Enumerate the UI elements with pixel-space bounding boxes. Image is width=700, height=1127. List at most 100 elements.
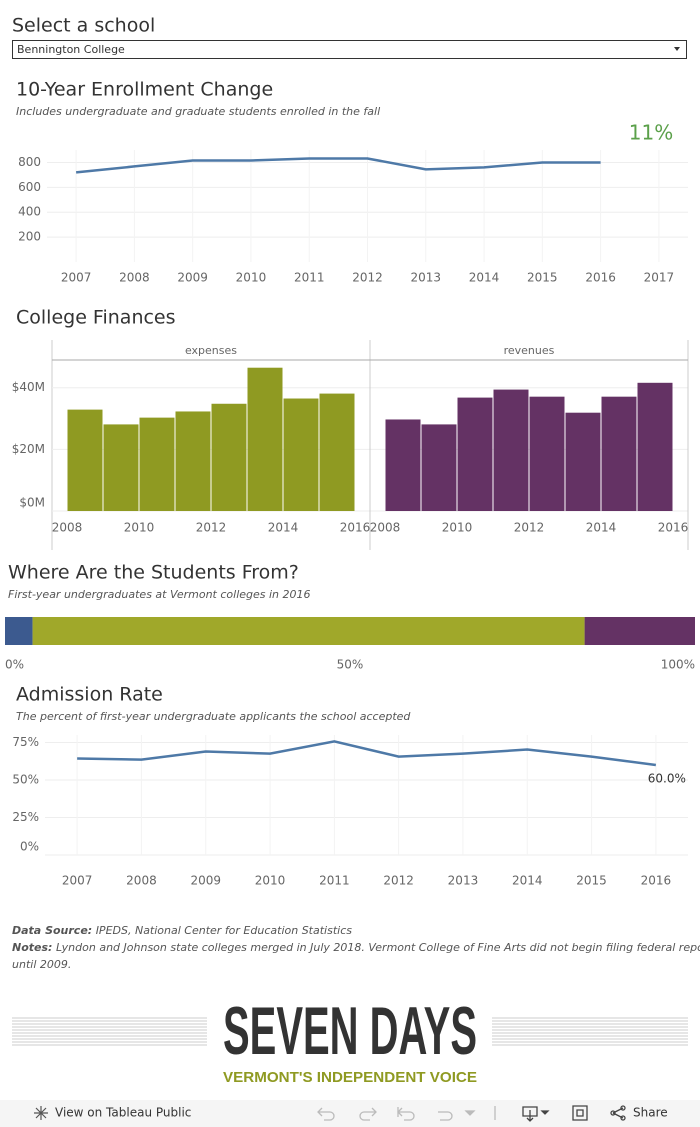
logo-name: SEVEN DAYS	[223, 993, 477, 1069]
refresh-icon[interactable]	[438, 1111, 453, 1121]
selector-title: Select a school	[12, 15, 155, 37]
revert-icon[interactable]	[397, 1107, 415, 1121]
dropdown-arrow	[674, 47, 680, 51]
x-tick-label: 2011	[319, 874, 350, 888]
logo-tagline: VERMONT'S INDEPENDENT VOICE	[223, 1069, 477, 1086]
notes-text: Notes: Lyndon and Johnson state colleges…	[12, 941, 700, 954]
x-tick-label: 2008	[52, 521, 83, 535]
bar	[175, 411, 211, 511]
x-tick-label: 2008	[370, 521, 401, 535]
bar	[283, 398, 319, 511]
y-tick-label: 200	[18, 230, 41, 244]
x-tick-label: 2014	[586, 521, 617, 535]
notes-label: Notes:	[12, 941, 52, 954]
y-tick-label: 50%	[12, 773, 39, 787]
share-dot	[620, 1105, 626, 1111]
bar	[637, 382, 673, 511]
y-tick-label: 800	[18, 155, 41, 169]
bar	[529, 396, 565, 511]
share-dot	[610, 1110, 616, 1116]
x-tick-label: 2014	[268, 521, 299, 535]
toolbar-icons	[317, 1106, 496, 1121]
x-tick-label: 50%	[337, 658, 364, 672]
y-tick-label: 400	[18, 205, 41, 219]
download-icon[interactable]	[522, 1106, 538, 1122]
x-tick-label: 2010	[255, 874, 286, 888]
line	[77, 740, 657, 767]
y-tick-label: 0%	[20, 840, 39, 854]
x-tick-label: 100%	[661, 658, 695, 672]
dropdown[interactable]	[12, 40, 687, 59]
x-tick-label: 2013	[448, 874, 479, 888]
source-text: Data Source: IPEDS, National Center for …	[12, 924, 352, 937]
y-tick-label: $40M	[12, 380, 45, 394]
x-tick-label: 2007	[62, 874, 93, 888]
x-tick-label: 2015	[576, 874, 607, 888]
pause-icon[interactable]	[464, 1110, 476, 1116]
x-tick-label: 2016	[658, 521, 689, 535]
source-label: Data Source:	[12, 924, 92, 937]
notes-line2: until 2009.	[12, 958, 71, 971]
x-tick-label: 2017	[644, 271, 675, 285]
bar	[139, 417, 175, 511]
x-tick-label: 2011	[294, 271, 325, 285]
x-tick-label: 2014	[512, 874, 543, 888]
bar	[103, 424, 139, 511]
panel-title: revenues	[504, 344, 555, 357]
x-tick-label: 0%	[5, 658, 24, 672]
x-tick-label: 2008	[119, 271, 150, 285]
x-tick-label: 2016	[641, 874, 672, 888]
undo-icon[interactable]	[317, 1107, 335, 1121]
y-tick-label: $0M	[19, 496, 45, 510]
bar	[421, 424, 457, 511]
notes: Lyndon and Johnson state colleges merged…	[56, 941, 700, 954]
x-tick-label: 2010	[124, 521, 155, 535]
panel-title: expenses	[185, 344, 237, 357]
view-button[interactable]: View on Tableau Public	[34, 1106, 191, 1121]
share-button[interactable]: Share	[633, 1106, 668, 1120]
x-tick-label: 2009	[177, 271, 208, 285]
x-tick-label: 2012	[514, 521, 545, 535]
chart-title: College Finances	[16, 307, 176, 329]
download-arrow	[540, 1110, 550, 1115]
chart-subtitle: Includes undergraduate and graduate stud…	[16, 105, 380, 118]
x-tick-label: 2012	[352, 271, 383, 285]
y-tick-label: $20M	[12, 442, 45, 456]
x-tick-label: 2014	[469, 271, 500, 285]
bar	[493, 389, 529, 511]
x-tick-label: 2012	[196, 521, 227, 535]
chart-title: Where Are the Students From?	[8, 562, 299, 584]
y-tick-label: 600	[18, 180, 41, 194]
x-tick-label: 2009	[190, 874, 221, 888]
bar	[601, 396, 637, 511]
x-tick-label: 2010	[442, 521, 473, 535]
share-dot	[620, 1115, 626, 1121]
x-tick-label: 2008	[126, 874, 157, 888]
x-tick-label: 2016	[585, 271, 616, 285]
bar	[319, 393, 355, 511]
bar	[211, 403, 247, 511]
chart-title: Admission Rate	[16, 684, 163, 706]
source: IPEDS, National Center for Education Sta…	[96, 924, 353, 937]
chart-subtitle: The percent of first-year undergraduate …	[16, 710, 411, 723]
chart-subtitle: First-year undergraduates at Vermont col…	[8, 588, 311, 601]
annotation: 11%	[629, 121, 673, 145]
bar-segment	[5, 617, 33, 645]
x-tick-label: 2012	[383, 874, 414, 888]
x-tick-label: 2015	[527, 271, 558, 285]
value-label: 60.0%	[648, 772, 686, 786]
dropdown-value: Bennington College	[17, 43, 125, 56]
toolbar-actions	[522, 1105, 626, 1122]
x-tick-label: 2016	[340, 521, 371, 535]
y-tick-label: 75%	[12, 735, 39, 749]
tableau-icon	[34, 1106, 48, 1120]
x-tick-label: 2010	[236, 271, 267, 285]
y-tick-label: 25%	[12, 810, 39, 824]
line	[76, 157, 601, 174]
redo-icon[interactable]	[359, 1107, 377, 1121]
fullscreen-icon[interactable]	[572, 1105, 588, 1121]
bar-segment	[32, 617, 585, 645]
bar	[67, 409, 103, 511]
